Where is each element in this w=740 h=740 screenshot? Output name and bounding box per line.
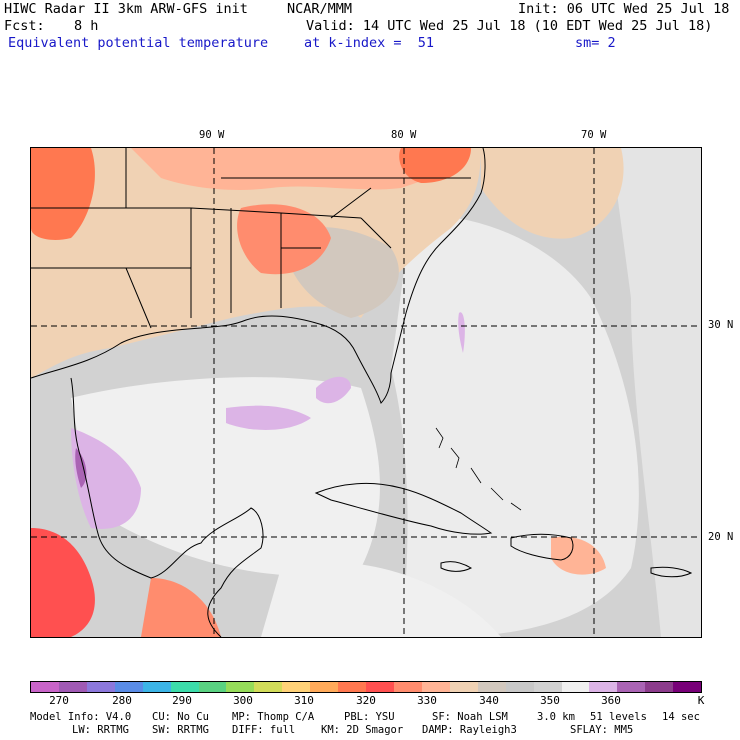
footer-lw: LW: RRTMG — [72, 724, 129, 736]
hispaniola-warm-region — [551, 536, 606, 575]
colorbar-swatch — [114, 682, 143, 692]
colorbar-swatch — [338, 682, 367, 692]
forecast-hour: 8 h — [74, 18, 99, 34]
footer-resolution: 3.0 km — [537, 711, 575, 723]
colorbar-swatch — [86, 682, 115, 692]
west-gulf-low-region — [71, 428, 141, 529]
theta-e-map — [30, 147, 702, 638]
central-america-warm-region — [141, 578, 221, 637]
colorbar-label-320: 320 — [356, 694, 376, 707]
colorbar-swatch — [561, 682, 590, 692]
colorbar-swatch — [366, 682, 394, 692]
colorbar-label-340: 340 — [479, 694, 499, 707]
atlantic-low-streak — [458, 312, 465, 353]
footer-sflay: SFLAY: MM5 — [570, 724, 634, 736]
colorbar-swatch — [673, 682, 702, 692]
colorbar-swatch — [142, 682, 171, 692]
colorbar-swatch — [198, 682, 227, 692]
colorbar-label-unit: K — [697, 694, 705, 707]
init-time: Init: 06 UTC Wed 25 Jul 18 — [518, 1, 730, 17]
footer-model-info: Model Info: V4.0 — [30, 711, 132, 723]
footer-cu: CU: No Cu — [152, 711, 209, 723]
east-light-region — [611, 148, 701, 637]
field-name: Equivalent potential temperature — [8, 35, 269, 51]
carolina-hot-region — [399, 148, 471, 183]
footer-sw: SW: RRTMG — [152, 724, 209, 736]
colorbar-swatch — [31, 682, 59, 692]
colorbar-label-300: 300 — [233, 694, 253, 707]
colorbar-swatch — [477, 682, 506, 692]
colorbar-swatch — [282, 682, 311, 692]
colorbar-label-360: 360 — [601, 694, 621, 707]
midsouth-warm-region — [131, 148, 471, 190]
colorbar-swatch — [589, 682, 618, 692]
forecast-label: Fcst: — [4, 18, 45, 34]
valid-time: Valid: 14 UTC Wed 25 Jul 18 (10 EDT Wed … — [306, 18, 713, 34]
north-texas-hot-region — [31, 148, 95, 240]
colorbar-swatch — [310, 682, 339, 692]
smoothing: sm= 2 — [575, 35, 616, 51]
east-gulf-low-region — [316, 376, 351, 404]
west-gulf-min-region — [75, 448, 87, 488]
model-title: HIWC Radar II 3km ARW-GFS init — [4, 1, 248, 17]
colorbar — [30, 681, 702, 693]
lon-label-90w: 90 W — [199, 129, 225, 141]
colorbar-label-270: 270 — [49, 694, 69, 707]
lat-lon-grid — [31, 148, 701, 637]
colorbar-label-310: 310 — [294, 694, 314, 707]
coastlines — [31, 148, 693, 637]
footer-pbl: PBL: YSU — [344, 711, 395, 723]
colorbar-swatch — [505, 682, 534, 692]
colorbar-swatch — [421, 682, 450, 692]
footer-damp: DAMP: Rayleigh3 — [422, 724, 517, 736]
atlantic-warm-region — [481, 148, 624, 239]
gulf-light-region — [71, 377, 380, 576]
colorbar-swatch — [226, 682, 255, 692]
colorbar-label-280: 280 — [112, 694, 132, 707]
mexico-hot-region — [31, 528, 95, 637]
footer-levels: 51 levels — [590, 711, 647, 723]
source-label: NCAR/MMM — [287, 1, 353, 17]
colorbar-label-290: 290 — [172, 694, 192, 707]
bahamas-islands — [435, 427, 522, 511]
footer-mp: MP: Thomp C/A — [232, 711, 315, 723]
colorbar-swatch — [533, 682, 562, 692]
lon-label-80w: 80 W — [391, 129, 417, 141]
caribbean-light-region — [261, 561, 501, 637]
colorbar-swatch — [449, 682, 478, 692]
colorbar-swatch — [645, 682, 674, 692]
level-index: at k-index = 51 — [304, 35, 435, 51]
colorbar-swatch — [617, 682, 646, 692]
colorbar-swatch — [58, 682, 87, 692]
map-canvas — [31, 148, 701, 637]
footer-km: KM: 2D Smagor — [321, 724, 404, 736]
lon-label-70w: 70 W — [581, 129, 607, 141]
footer-diff: DIFF: full — [232, 724, 296, 736]
central-gulf-low-region — [226, 405, 311, 430]
colorbar-label-330: 330 — [417, 694, 437, 707]
colorbar-swatch — [170, 682, 199, 692]
colorbar-label-350: 350 — [540, 694, 560, 707]
footer-timestep: 14 sec — [662, 711, 700, 723]
colorbar-swatch — [254, 682, 283, 692]
lat-label-20n: 20 N — [708, 531, 734, 543]
mississippi-warm-region — [237, 204, 331, 275]
footer-sf: SF: Noah LSM — [432, 711, 508, 723]
colorbar-swatch — [393, 682, 422, 692]
lat-label-30n: 30 N — [708, 319, 734, 331]
